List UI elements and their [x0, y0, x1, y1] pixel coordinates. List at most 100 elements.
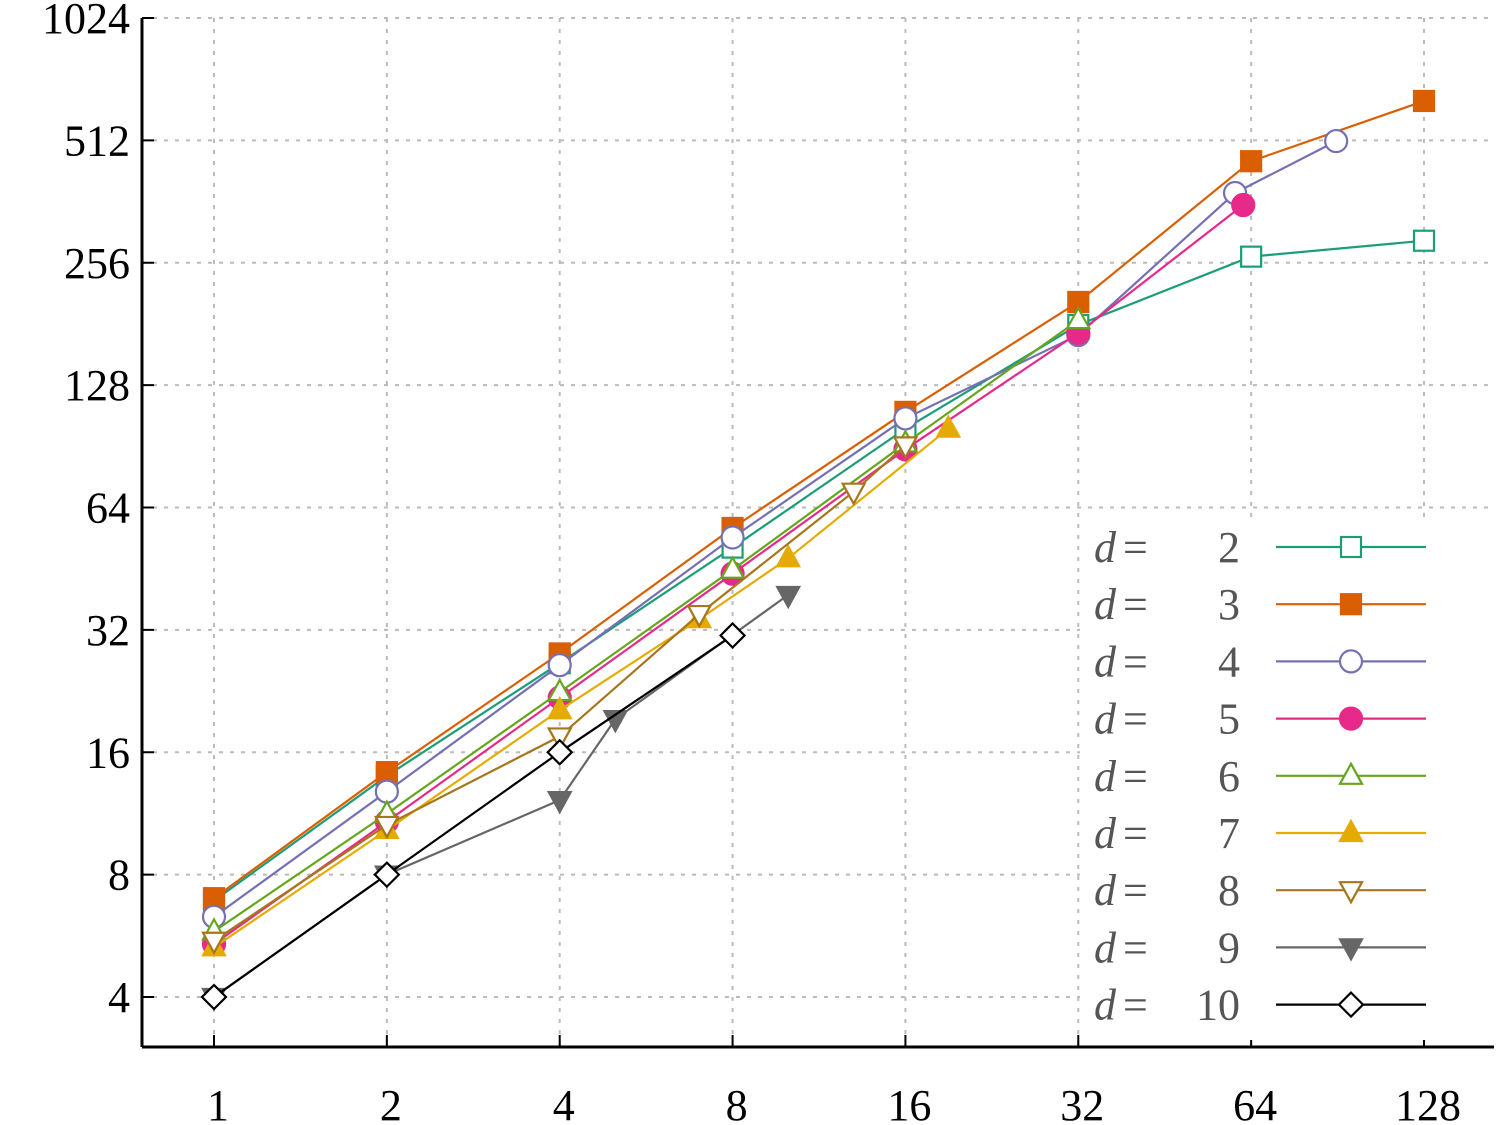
x-tick-label: 4 [553, 1081, 575, 1125]
y-tick-label: 4 [108, 973, 130, 1022]
legend-label-value: 3 [1218, 580, 1240, 629]
legend-marker [1338, 761, 1364, 785]
series-6 [201, 414, 962, 957]
legend-label-eq: = [1123, 752, 1148, 801]
data-point [546, 738, 574, 766]
legend-marker [1337, 991, 1365, 1019]
x-tick-label: 32 [1060, 1081, 1104, 1125]
data-point [719, 555, 746, 579]
legend-label-var: d [1094, 809, 1117, 858]
y-tick-label: 8 [108, 851, 130, 900]
series-7 [201, 436, 919, 956]
series-3 [201, 128, 1349, 929]
legend-label-var: d [1094, 981, 1117, 1030]
x-tick-label: 1 [207, 1081, 229, 1125]
data-point [546, 791, 573, 815]
legend-label-value: 2 [1218, 523, 1240, 572]
legend-label-eq: = [1123, 923, 1148, 972]
legend-label-var: d [1094, 866, 1117, 915]
data-point [719, 621, 747, 650]
data-point [546, 727, 573, 751]
series-5 [201, 305, 1092, 941]
x-tick-label: 8 [726, 1081, 748, 1125]
data-point [1412, 89, 1436, 113]
series-layer [200, 89, 1436, 1012]
data-point [935, 414, 962, 438]
series-9 [200, 621, 747, 1011]
data-point [893, 406, 918, 431]
data-point [775, 544, 802, 568]
data-point [1065, 305, 1092, 330]
data-point [200, 983, 228, 1011]
data-point [1240, 150, 1263, 173]
legend-label-value: 8 [1218, 866, 1240, 915]
legend-label-var: d [1094, 752, 1117, 801]
y-tick-label: 512 [64, 116, 130, 165]
x-tick-label: 16 [887, 1081, 931, 1125]
legend-label-value: 10 [1196, 981, 1240, 1030]
data-point [1324, 128, 1349, 154]
data-point [775, 585, 802, 610]
legend-entry: d = 6 [1094, 752, 1426, 801]
series-line [213, 427, 949, 949]
y-tick-label: 128 [64, 361, 130, 410]
legend-label-eq: = [1123, 580, 1148, 629]
legend-marker [1338, 649, 1364, 674]
x-tick-label: 128 [1395, 1081, 1461, 1125]
legend-marker [1338, 881, 1364, 905]
legend-label-var: d [1094, 923, 1117, 972]
legend-entry: d = 7 [1094, 809, 1426, 858]
legend-label-eq: = [1123, 809, 1148, 858]
legend-label-value: 5 [1218, 695, 1240, 744]
y-tick-label: 64 [86, 484, 130, 533]
legend-entry: d = 3 [1094, 580, 1426, 629]
legend-marker [1339, 593, 1363, 616]
legend-entry: d = 5 [1094, 695, 1426, 744]
series-line [213, 319, 1079, 933]
legend-entry: d = 9 [1094, 923, 1426, 972]
legend-marker [1338, 706, 1364, 731]
data-point [720, 525, 745, 550]
data-point [602, 710, 629, 734]
legend: d = 2d = 3d = 4d = 5d = 6d = 7d = 8d = 9d = 10 [1080, 518, 1490, 1040]
legend-label-var: d [1094, 523, 1117, 572]
legend-entry: d = 8 [1094, 866, 1426, 915]
y-tick-label: 32 [86, 606, 130, 655]
legend-label-eq: = [1123, 637, 1148, 686]
legend-entry: d = 4 [1094, 637, 1426, 686]
data-point [374, 779, 399, 804]
legend-marker [1338, 938, 1364, 962]
legend-label-value: 9 [1218, 923, 1240, 972]
legend-label-eq: = [1123, 981, 1148, 1030]
series-line [213, 239, 1425, 902]
series-line [213, 99, 1425, 900]
legend-label-eq: = [1123, 695, 1148, 744]
legend-label-var: d [1094, 580, 1117, 629]
legend-entry: d = 10 [1094, 981, 1426, 1030]
legend-entry: d = 2 [1094, 523, 1426, 572]
data-point [373, 861, 401, 889]
data-point [547, 653, 572, 678]
legend-marker [1338, 818, 1364, 843]
legend-label-value: 6 [1218, 752, 1240, 801]
data-point [546, 695, 573, 720]
data-point [840, 482, 867, 506]
data-point [686, 604, 713, 629]
legend-marker [1339, 535, 1363, 559]
legend-label-var: d [1094, 637, 1117, 686]
data-point [1231, 192, 1256, 218]
series-line [213, 140, 1337, 918]
series-line [213, 634, 734, 998]
x-tick-label: 64 [1233, 1081, 1277, 1125]
legend-label-value: 7 [1218, 809, 1240, 858]
y-tick-label: 16 [86, 728, 130, 777]
data-point [1412, 229, 1436, 252]
data-point [373, 815, 400, 840]
data-point [892, 436, 919, 460]
legend-label-eq: = [1123, 523, 1148, 572]
legend-label-var: d [1094, 695, 1117, 744]
x-tick-label: 2 [380, 1081, 402, 1125]
data-point [201, 931, 227, 956]
